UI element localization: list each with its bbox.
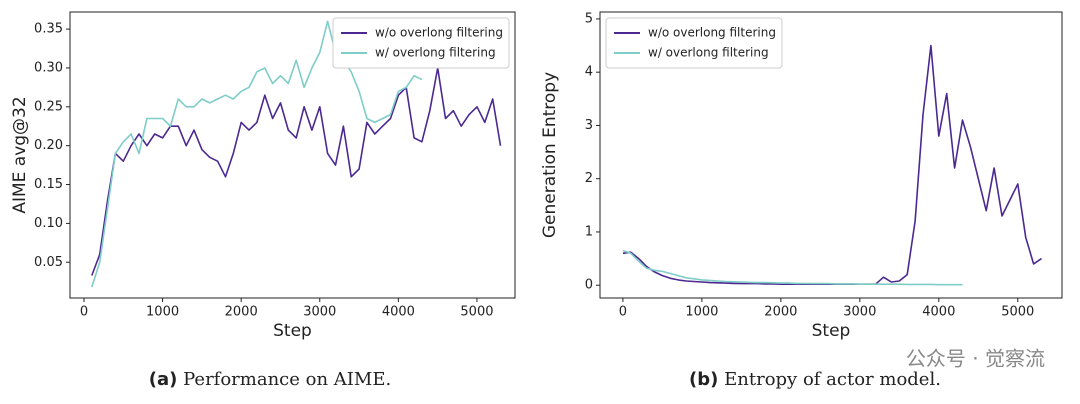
x-tick-label: 0 xyxy=(80,305,88,320)
y-tick-label: 0.35 xyxy=(34,22,63,37)
series-line xyxy=(91,67,502,276)
y-tick-label: 0.25 xyxy=(34,99,63,114)
series-line xyxy=(622,249,963,286)
x-axis-label: Step xyxy=(273,321,312,341)
x-tick-label: 5000 xyxy=(460,305,493,320)
y-tick-label: 0.20 xyxy=(34,138,63,153)
legend-label: w/ overlong filtering xyxy=(375,46,496,60)
y-axis-label: Generation Entropy xyxy=(540,72,560,238)
y-tick-label: 0.10 xyxy=(34,216,63,231)
x-tick-label: 3000 xyxy=(303,305,336,320)
legend-label: w/o overlong filtering xyxy=(375,26,503,40)
watermark: 公众号 · 觉察流 xyxy=(906,347,1045,371)
caption-text: Entropy of actor model. xyxy=(724,369,941,390)
y-tick-label: 4 xyxy=(585,65,593,80)
y-tick-label: 1 xyxy=(585,224,593,239)
x-tick-label: 2000 xyxy=(225,305,258,320)
caption-text: Performance on AIME. xyxy=(183,369,391,390)
y-tick-label: 2 xyxy=(585,171,593,186)
y-axis-label: AIME avg@32 xyxy=(10,96,30,213)
plot-frame xyxy=(599,11,1063,299)
x-tick-label: 0 xyxy=(619,305,627,320)
x-tick-label: 4000 xyxy=(922,305,955,320)
caption-label: (a) xyxy=(149,369,178,390)
caption: (a) Performance on AIME. xyxy=(149,369,391,390)
x-tick-label: 1000 xyxy=(146,305,179,320)
x-tick-label: 2000 xyxy=(764,305,797,320)
caption-label: (b) xyxy=(689,369,718,390)
caption: (b) Entropy of actor model. xyxy=(689,369,941,390)
y-tick-label: 0.05 xyxy=(34,255,63,270)
series-line xyxy=(91,20,423,288)
legend-label: w/ overlong filtering xyxy=(648,46,769,60)
plot-frame xyxy=(69,11,516,299)
y-tick-label: 5 xyxy=(585,11,593,26)
x-axis-label: Step xyxy=(812,321,851,341)
y-tick-label: 0.15 xyxy=(34,177,63,192)
x-tick-label: 5000 xyxy=(1001,305,1034,320)
legend-box xyxy=(605,17,783,69)
x-tick-label: 3000 xyxy=(843,305,876,320)
y-tick-label: 0 xyxy=(585,278,593,293)
series-line xyxy=(622,44,1042,285)
legend-label: w/o overlong filtering xyxy=(648,26,776,40)
x-tick-label: 1000 xyxy=(685,305,718,320)
legend-box xyxy=(332,17,510,69)
y-tick-label: 0.30 xyxy=(34,60,63,75)
x-tick-label: 4000 xyxy=(382,305,415,320)
y-tick-label: 3 xyxy=(585,118,593,133)
